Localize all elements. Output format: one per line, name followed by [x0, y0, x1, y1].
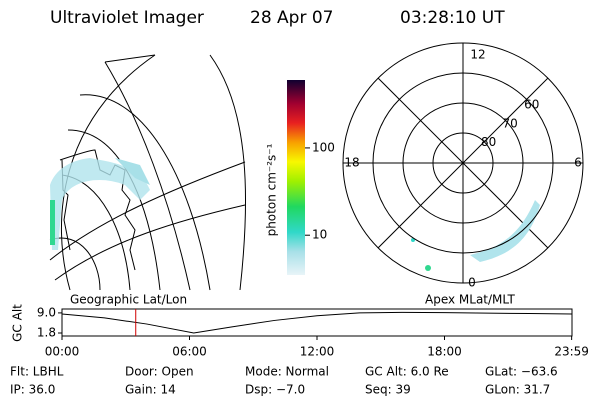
- info-field: GLon: 31.7: [485, 383, 550, 397]
- colorbar-label: photon cm⁻²s⁻¹: [265, 143, 279, 236]
- date: 28 Apr 07: [250, 8, 333, 28]
- polar-plot: [342, 42, 584, 284]
- x-tick-label: 00:00: [45, 345, 80, 359]
- mlt-label: 18: [344, 156, 359, 170]
- x-tick-label: 18:00: [427, 345, 462, 359]
- info-field: Dsp: −7.0: [245, 383, 305, 397]
- info-field: Gain: 14: [125, 383, 176, 397]
- colorbar-tick-label: 10: [312, 228, 327, 242]
- info-field: GC Alt: 6.0 Re: [365, 365, 449, 379]
- timeline-ylabel: GC Alt: [11, 304, 25, 342]
- altitude-line: [61, 311, 573, 334]
- info-field: Door: Open: [125, 365, 194, 379]
- info-field: GLat: −63.6: [485, 365, 558, 379]
- info-field: IP: 36.0: [10, 383, 55, 397]
- lat-ring: [432, 132, 494, 194]
- title: Ultraviolet Imager: [50, 8, 204, 28]
- lat-ring: [372, 72, 554, 254]
- lat-label: 80: [481, 135, 496, 149]
- y-tick-label: 1.8: [37, 325, 56, 339]
- y-tick-label: 9.0: [37, 305, 56, 319]
- lat-label: 60: [524, 98, 539, 112]
- x-tick-label: 23:59: [554, 345, 589, 359]
- info-field: Seq: 39: [365, 383, 411, 397]
- mlt-label: 0: [468, 276, 476, 290]
- info-field: Mode: Normal: [245, 365, 329, 379]
- mlt-label: 6: [574, 156, 582, 170]
- lat-ring: [402, 102, 524, 224]
- mlt-label: 12: [470, 48, 485, 62]
- timeline-label: Apex MLat/MLT: [425, 293, 515, 307]
- colorbar-axis: 100 10: [305, 140, 335, 242]
- info-panel: Flt: LBHL Door: Open Mode: Normal GC Alt: 6…: [10, 365, 558, 397]
- colorbar: [287, 80, 305, 275]
- time: 03:28:10 UT: [400, 8, 505, 28]
- info-field: Flt: LBHL: [10, 365, 64, 379]
- colorbar-tick-label: 100: [312, 140, 335, 154]
- lat-label: 70: [503, 116, 518, 130]
- lat-rings: 60 70 80: [372, 72, 554, 254]
- x-tick-label: 06:00: [172, 345, 207, 359]
- timeline: 00:00 06:00 12:00 18:00 23:59 9.0 1.8: [37, 305, 589, 358]
- timeline-label: Geographic Lat/Lon: [70, 293, 187, 307]
- geographic-map: [49, 54, 247, 291]
- x-tick-label: 12:00: [300, 345, 335, 359]
